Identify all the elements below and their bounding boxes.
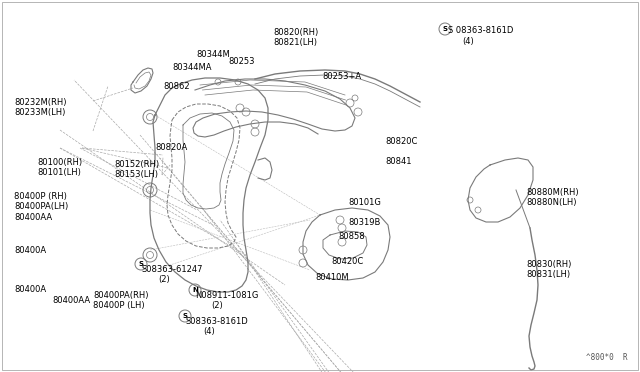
Text: 80821(LH): 80821(LH) xyxy=(273,38,317,47)
Text: 80344M: 80344M xyxy=(196,50,230,59)
Text: 80880M(RH): 80880M(RH) xyxy=(526,188,579,197)
Text: 80101(LH): 80101(LH) xyxy=(37,168,81,177)
Text: S08363-8161D: S08363-8161D xyxy=(185,317,248,326)
Text: 80862: 80862 xyxy=(163,82,189,91)
Text: N08911-1081G: N08911-1081G xyxy=(195,291,259,300)
Text: 80858: 80858 xyxy=(338,232,365,241)
Text: 80233M(LH): 80233M(LH) xyxy=(14,108,65,117)
Text: (4): (4) xyxy=(462,37,474,46)
Text: 80253: 80253 xyxy=(228,57,255,66)
Text: 80344MA: 80344MA xyxy=(172,63,211,72)
Text: (2): (2) xyxy=(211,301,223,310)
Text: ^800*0  R: ^800*0 R xyxy=(586,353,628,362)
Text: 80253+A: 80253+A xyxy=(322,72,361,81)
Text: 80400PA(RH): 80400PA(RH) xyxy=(93,291,148,300)
Text: (2): (2) xyxy=(158,275,170,284)
Text: 80400PA(LH): 80400PA(LH) xyxy=(14,202,68,211)
Text: 80400A: 80400A xyxy=(14,246,46,255)
Text: 80101G: 80101G xyxy=(348,198,381,207)
Text: 80400P (LH): 80400P (LH) xyxy=(93,301,145,310)
Text: 80400AA: 80400AA xyxy=(14,213,52,222)
Text: 80820C: 80820C xyxy=(385,137,417,146)
Text: 80400A: 80400A xyxy=(14,285,46,294)
Text: 80830(RH): 80830(RH) xyxy=(526,260,572,269)
Text: 80820(RH): 80820(RH) xyxy=(273,28,318,37)
Text: S: S xyxy=(182,313,188,319)
Text: 80841: 80841 xyxy=(385,157,412,166)
Text: 80410M: 80410M xyxy=(315,273,349,282)
Text: 80820A: 80820A xyxy=(155,143,188,152)
Text: 80400AA: 80400AA xyxy=(52,296,90,305)
Text: S 08363-8161D: S 08363-8161D xyxy=(448,26,513,35)
Text: S: S xyxy=(138,261,143,267)
Text: N: N xyxy=(192,287,198,293)
Text: (4): (4) xyxy=(203,327,215,336)
Text: S08363-61247: S08363-61247 xyxy=(141,265,202,274)
Text: 80152(RH): 80152(RH) xyxy=(114,160,159,169)
Text: 80400P (RH): 80400P (RH) xyxy=(14,192,67,201)
Text: 80831(LH): 80831(LH) xyxy=(526,270,570,279)
Text: S: S xyxy=(442,26,447,32)
Text: 80420C: 80420C xyxy=(331,257,364,266)
Text: 80153(LH): 80153(LH) xyxy=(114,170,158,179)
Text: 80880N(LH): 80880N(LH) xyxy=(526,198,577,207)
Text: 80100(RH): 80100(RH) xyxy=(37,158,82,167)
Text: 80319B: 80319B xyxy=(348,218,380,227)
Text: 80232M(RH): 80232M(RH) xyxy=(14,98,67,107)
